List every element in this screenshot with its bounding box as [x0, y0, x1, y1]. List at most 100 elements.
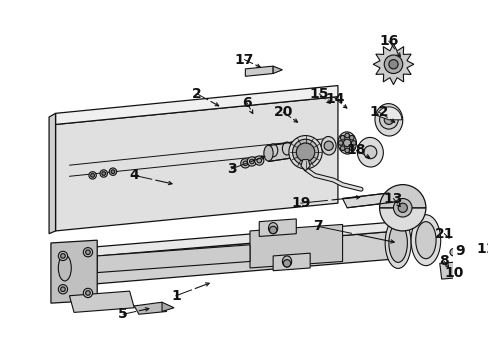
Polygon shape: [439, 261, 464, 279]
Text: 10: 10: [443, 266, 463, 280]
Ellipse shape: [415, 222, 435, 259]
Ellipse shape: [458, 278, 471, 289]
Text: 17: 17: [234, 53, 254, 67]
Polygon shape: [162, 302, 174, 311]
Ellipse shape: [55, 247, 75, 289]
Polygon shape: [56, 97, 337, 231]
Text: 6: 6: [242, 96, 251, 110]
Ellipse shape: [300, 140, 309, 156]
Circle shape: [109, 168, 117, 175]
Ellipse shape: [374, 104, 402, 136]
Text: 8: 8: [439, 255, 448, 269]
Circle shape: [379, 111, 397, 129]
Ellipse shape: [268, 144, 277, 157]
Circle shape: [340, 135, 344, 140]
Circle shape: [393, 198, 411, 217]
Circle shape: [269, 226, 276, 234]
Ellipse shape: [357, 138, 383, 167]
Text: 14: 14: [325, 91, 344, 105]
Text: 16: 16: [378, 34, 398, 48]
Circle shape: [58, 285, 67, 294]
Circle shape: [397, 203, 407, 212]
Text: 2: 2: [192, 87, 202, 101]
Circle shape: [111, 170, 115, 174]
Circle shape: [449, 248, 456, 256]
Ellipse shape: [295, 140, 304, 153]
Polygon shape: [300, 159, 309, 171]
Circle shape: [349, 146, 353, 150]
Circle shape: [349, 135, 353, 140]
Ellipse shape: [282, 256, 291, 267]
Polygon shape: [372, 44, 413, 85]
Text: 20: 20: [273, 105, 292, 120]
Circle shape: [343, 139, 350, 147]
Ellipse shape: [388, 224, 407, 262]
Text: 12: 12: [369, 105, 388, 120]
Circle shape: [100, 170, 107, 177]
Text: 11: 11: [475, 242, 488, 256]
Circle shape: [461, 268, 467, 274]
Circle shape: [254, 156, 264, 165]
Circle shape: [344, 133, 349, 138]
Text: 21: 21: [434, 227, 453, 241]
Circle shape: [83, 288, 92, 298]
Polygon shape: [273, 66, 282, 73]
Circle shape: [351, 141, 355, 145]
Circle shape: [89, 172, 96, 179]
Text: 18: 18: [346, 143, 366, 157]
Circle shape: [243, 161, 247, 166]
Circle shape: [247, 157, 256, 166]
Circle shape: [363, 146, 376, 159]
Text: 19: 19: [291, 196, 310, 210]
Circle shape: [83, 248, 92, 257]
Circle shape: [457, 264, 470, 277]
Polygon shape: [249, 224, 342, 268]
Text: 4: 4: [129, 168, 139, 183]
Polygon shape: [97, 245, 249, 273]
Circle shape: [292, 139, 318, 165]
Circle shape: [338, 141, 343, 145]
Polygon shape: [49, 113, 56, 234]
Text: 13: 13: [383, 192, 403, 206]
Circle shape: [249, 159, 254, 164]
Text: 1: 1: [171, 289, 181, 303]
Circle shape: [384, 115, 393, 125]
Polygon shape: [51, 240, 97, 303]
Circle shape: [85, 250, 90, 255]
Circle shape: [58, 251, 67, 261]
Circle shape: [296, 143, 314, 162]
Ellipse shape: [264, 145, 273, 161]
Wedge shape: [379, 208, 425, 231]
Circle shape: [388, 60, 397, 69]
Text: 15: 15: [309, 87, 328, 101]
Ellipse shape: [268, 222, 277, 234]
Circle shape: [340, 146, 344, 150]
Circle shape: [288, 136, 322, 169]
Text: 5: 5: [118, 307, 128, 321]
Text: 9: 9: [454, 244, 464, 258]
Polygon shape: [268, 140, 305, 162]
Polygon shape: [245, 66, 273, 76]
Polygon shape: [259, 219, 296, 237]
Ellipse shape: [321, 136, 335, 155]
Ellipse shape: [282, 142, 291, 155]
Polygon shape: [342, 193, 393, 208]
Circle shape: [61, 287, 65, 292]
Text: 7: 7: [312, 219, 322, 233]
Circle shape: [61, 253, 65, 258]
Text: 3: 3: [226, 162, 236, 176]
Wedge shape: [376, 107, 401, 120]
Polygon shape: [273, 253, 309, 271]
Ellipse shape: [337, 132, 356, 154]
Circle shape: [384, 55, 402, 73]
Polygon shape: [453, 275, 479, 291]
Circle shape: [324, 141, 333, 150]
Ellipse shape: [58, 255, 71, 281]
Wedge shape: [379, 185, 425, 208]
Circle shape: [240, 159, 249, 168]
Circle shape: [283, 260, 290, 267]
Circle shape: [256, 158, 261, 163]
Circle shape: [102, 172, 105, 175]
Circle shape: [344, 148, 349, 153]
Circle shape: [85, 291, 90, 295]
